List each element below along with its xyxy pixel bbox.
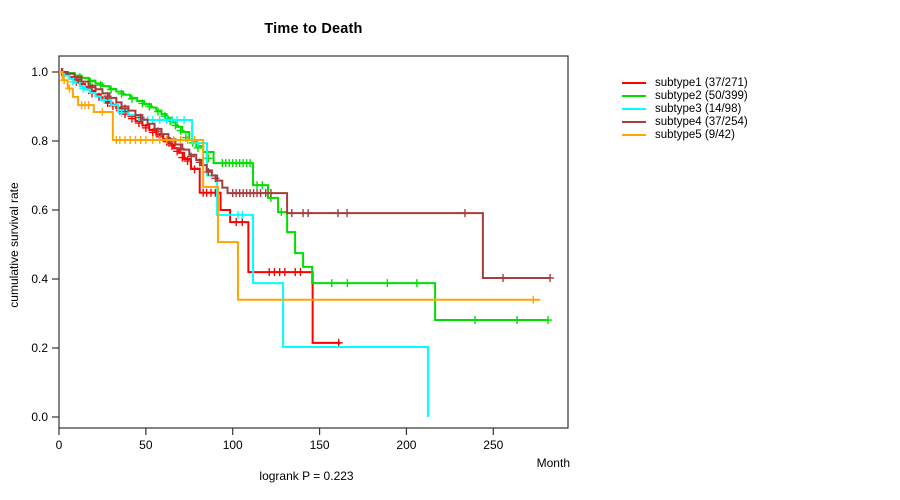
x-axis-label: Month <box>536 456 570 470</box>
legend-item-subtype3: subtype3 (14/98) <box>622 102 748 115</box>
y-tick-label: 0.0 <box>31 410 48 424</box>
y-tick-label: 0.2 <box>31 341 48 355</box>
y-tick-label: 0.6 <box>31 203 48 217</box>
plot-box <box>58 55 569 429</box>
legend-line-swatch <box>622 120 646 123</box>
logrank-annotation: logrank P = 0.223 <box>259 469 354 483</box>
x-tick-label: 50 <box>139 438 153 452</box>
legend-item-label: subtype2 (50/399) <box>655 89 748 102</box>
legend-item-label: subtype3 (14/98) <box>655 102 742 115</box>
series-subtype5-curve <box>59 71 541 301</box>
x-tick-label: 150 <box>310 438 330 452</box>
y-tick-label: 0.8 <box>31 134 48 148</box>
legend-item-subtype2: subtype2 (50/399) <box>622 89 748 102</box>
x-tick-label: 250 <box>483 438 503 452</box>
legend-line-swatch <box>622 81 646 84</box>
x-tick-label: 200 <box>396 438 416 452</box>
series-subtype3-curve <box>59 71 429 417</box>
legend: subtype1 (37/271) subtype2 (50/399) subtyp… <box>622 76 748 141</box>
legend-item-label: subtype1 (37/271) <box>655 76 748 89</box>
series-subtype4-curve <box>59 71 551 279</box>
legend-line-swatch <box>622 107 646 110</box>
legend-item-subtype1: subtype1 (37/271) <box>622 76 748 89</box>
legend-item-subtype4: subtype4 (37/254) <box>622 115 748 128</box>
x-tick-label: 0 <box>56 438 63 452</box>
y-tick-label: 0.4 <box>31 272 48 286</box>
y-tick-label: 1.0 <box>31 65 48 79</box>
chart-title: Time to Death <box>264 21 363 37</box>
legend-line-swatch <box>622 94 646 97</box>
series-subtype2-curve <box>59 71 549 322</box>
legend-item-subtype5: subtype5 (9/42) <box>622 128 748 141</box>
legend-item-label: subtype4 (37/254) <box>655 115 748 128</box>
x-tick-label: 100 <box>223 438 243 452</box>
legend-line-swatch <box>622 133 646 136</box>
legend-item-label: subtype5 (9/42) <box>655 128 735 141</box>
